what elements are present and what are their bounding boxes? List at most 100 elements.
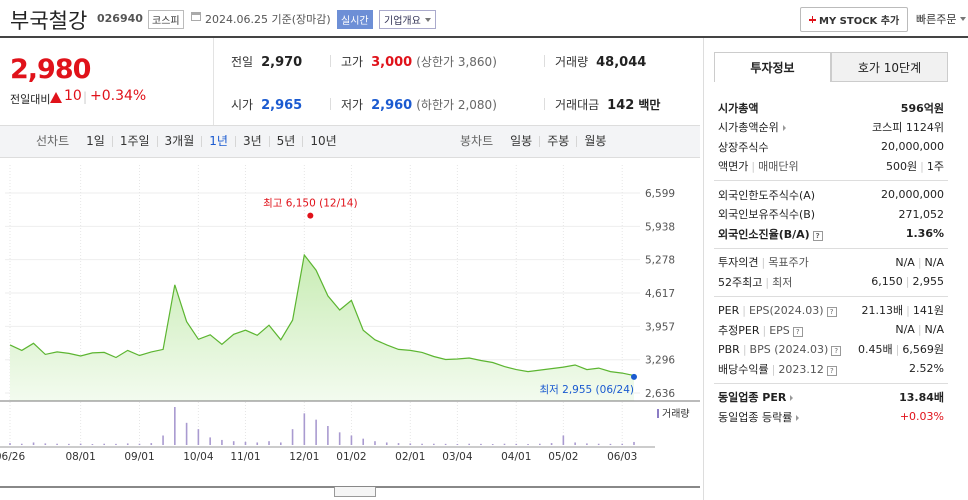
row-label: 시가총액순위 [718, 119, 789, 135]
side-row: 시가총액순위 코스피 1124위 [718, 118, 944, 138]
side-row: PBR | BPS (2024.03)? 0.45배 | 6,569원 [718, 340, 944, 360]
side-section: PER | EPS(2024.03)? 21.13배 | 141원 추정PER | EPS? N/… [714, 297, 948, 384]
stock-code: 026940 [97, 12, 143, 25]
volume-bar [597, 443, 600, 445]
value-sep: | [905, 275, 910, 289]
period-tab[interactable]: 10년 [302, 135, 343, 147]
value-part: 500원 [886, 160, 918, 174]
summary-label: 거래량 [555, 55, 589, 69]
row-label: 동일업종 PER [718, 389, 796, 405]
row-label: PER | EPS(2024.03)? [718, 304, 837, 317]
realtime-badge[interactable]: 실시간 [337, 10, 373, 29]
side-tab[interactable]: 투자정보 [714, 52, 831, 82]
summary-value: 2,960 [371, 98, 413, 113]
y-tick-label: 6,599 [645, 188, 675, 200]
volume-bar [291, 429, 294, 445]
market-badge: 코스피 [148, 10, 184, 29]
side-row: 추정PER | EPS? N/A | N/A [718, 320, 944, 340]
mystock-button[interactable]: MY STOCK 추가 [800, 7, 909, 32]
volume-bar [433, 443, 435, 445]
quick-order[interactable]: 빠른주문 [912, 10, 968, 28]
volume-bar [503, 443, 506, 445]
help-icon[interactable]: ? [826, 306, 837, 317]
label-part: 목표주가 [768, 256, 809, 270]
up-arrow [50, 92, 62, 103]
side-row: 외국인보유주식수(B) 271,052 [718, 205, 944, 225]
period-tab[interactable]: 3개월 [156, 135, 202, 147]
volume-bar [256, 442, 259, 445]
volume-bar [103, 443, 105, 445]
period-tab[interactable]: 1주일 [111, 135, 157, 147]
label-part: 매매단위 [758, 160, 799, 174]
collapse-button[interactable] [334, 487, 376, 497]
x-tick-label: 10/04 [183, 451, 214, 463]
label-sep: | [742, 342, 747, 356]
help-icon[interactable]: ? [826, 365, 837, 376]
label-sep: | [762, 323, 767, 337]
label-part: EPS(2024.03) [748, 303, 824, 317]
value-part: 코스피 1124위 [872, 121, 944, 135]
side-row: 액면가 | 매매단위 500원 | 1주 [718, 157, 944, 177]
label-part: 시가총액순위 [718, 121, 779, 135]
volume-bar [468, 443, 470, 445]
volume-bar [126, 443, 129, 445]
summary-value: 142 [607, 98, 635, 113]
row-value: 코스피 1124위 [872, 119, 944, 135]
volume-bar [421, 443, 423, 445]
period-tab[interactable]: 3년 [234, 135, 269, 147]
volume-bar [138, 443, 141, 445]
overview-dropdown[interactable]: 기업개요 [379, 10, 436, 29]
value-part: 141원 [912, 304, 944, 318]
side-row: 투자의견 | 목표주가 N/A | N/A [718, 253, 944, 273]
side-section: 시가총액 596억원 시가총액순위 코스피 1124위 상장주식수 20,000,000 액… [714, 94, 948, 181]
separator: | [83, 90, 88, 104]
summary-value: 2,970 [261, 55, 303, 70]
summary-item: 거래량 48,044 [555, 53, 646, 70]
basis: 기준(장마감) [271, 13, 331, 26]
volume-bar [633, 441, 635, 445]
candle-tab[interactable]: 일봉 [510, 134, 533, 148]
row-value: 1.36% [906, 227, 944, 240]
label-part: 외국인한도주식수(A) [718, 188, 816, 202]
value-part: N/A [924, 323, 944, 337]
label-part: 2023.12 [778, 362, 824, 376]
side-row: 상장주식수 20,000,000 [718, 137, 944, 157]
stock-name: 부국철강 [10, 9, 88, 33]
volume-bar [185, 422, 188, 445]
candle-tab[interactable]: 월봉 [576, 135, 613, 147]
period-tab[interactable]: 1년 [201, 135, 235, 147]
volume-bar [385, 442, 388, 445]
volume-bar [44, 443, 47, 445]
volume-bar [456, 444, 459, 445]
summary-item: 거래대금 142 백만 [555, 96, 660, 113]
value-part: 2,955 [912, 275, 945, 289]
help-icon[interactable]: ? [831, 345, 842, 356]
volume-bar [279, 442, 282, 445]
candle-tab[interactable]: 주봉 [539, 135, 576, 147]
row-label: 외국인보유주식수(B) [718, 206, 815, 222]
period-tab[interactable]: 1일 [86, 134, 105, 148]
value-sep: | [920, 160, 924, 174]
volume-bar [409, 443, 412, 445]
volume-bar [20, 443, 23, 445]
side-tab[interactable]: 호가 10단계 [831, 52, 948, 82]
help-icon[interactable]: ? [792, 326, 803, 337]
period-tab[interactable]: 5년 [268, 135, 303, 147]
row-label: 시가총액 [718, 100, 758, 116]
side-row: 배당수익률 | 2023.12? 2.52% [718, 359, 944, 379]
help-icon[interactable]: ? [812, 230, 823, 241]
label-part: 52주최고 [718, 275, 763, 289]
summary-value: 2,965 [261, 98, 303, 113]
row-value: 500원 | 1주 [886, 158, 944, 174]
summary-label: 전일 [231, 55, 254, 69]
volume-bar [79, 443, 82, 445]
volume-bar [221, 439, 223, 445]
side-row: 외국인소진율(B/A)? 1.36% [718, 224, 944, 244]
summary-label: 고가 [341, 55, 364, 69]
label-sep: | [765, 275, 770, 289]
summary-label: 거래대금 [555, 98, 600, 112]
x-tick-label: 09/01 [124, 451, 154, 463]
label-part: 외국인보유주식수(B) [718, 208, 816, 222]
row-label: 투자의견 | 목표주가 [718, 254, 809, 270]
value-part: 20,000,000 [881, 140, 944, 154]
